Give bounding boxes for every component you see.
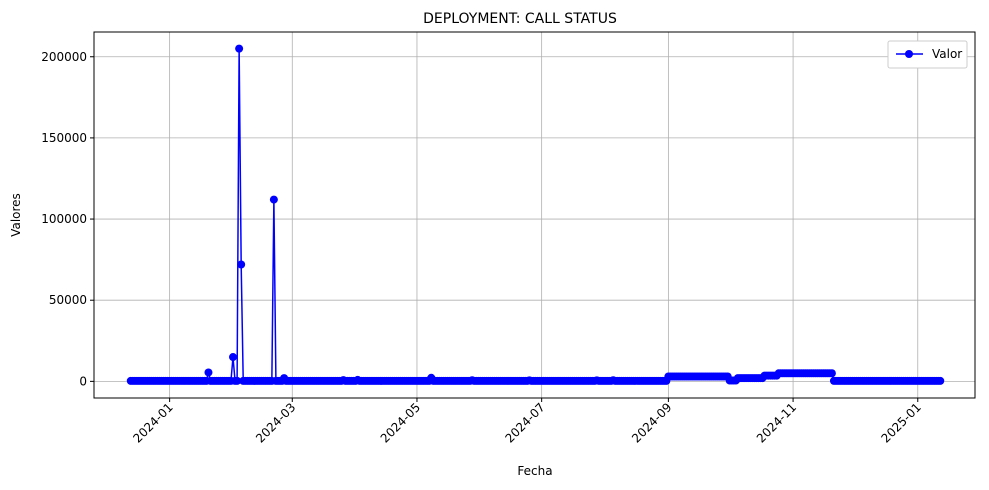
y-tick-label: 150000 (41, 131, 87, 145)
plot-frame (93, 31, 976, 399)
x-tick-label: 2024-09 (629, 400, 674, 445)
y-axis-title: Valores (9, 193, 23, 237)
legend: Valor (887, 40, 968, 69)
data-point (235, 44, 244, 53)
y-tick-label: 50000 (49, 293, 87, 307)
data-point (237, 260, 246, 269)
series-group (126, 44, 945, 385)
data-point (827, 369, 836, 378)
x-tick-label: 2024-11 (754, 400, 799, 445)
x-axis: 2024-01 2024-03 2024-05 2024-07 2024-09 2024-… (130, 398, 924, 446)
y-axis: 0 50000 100000 150000 200000 (41, 50, 94, 388)
x-tick-label: 2025-01 (879, 400, 924, 445)
series-line (130, 48, 941, 382)
y-tick-label: 100000 (41, 212, 87, 226)
chart-title: DEPLOYMENT: CALL STATUS (423, 11, 617, 27)
y-tick-label: 0 (79, 374, 87, 388)
legend-label: Valor (932, 47, 962, 61)
data-point (936, 376, 945, 385)
data-point (229, 353, 237, 362)
data-point (233, 376, 242, 385)
y-tick-label: 200000 (41, 50, 87, 64)
x-tick-label: 2024-07 (502, 400, 547, 445)
legend-box (887, 40, 968, 69)
x-tick-label: 2024-05 (378, 400, 423, 445)
grid (94, 32, 975, 398)
data-point (204, 368, 213, 377)
x-tick-label: 2024-01 (130, 400, 175, 445)
data-point (269, 195, 278, 204)
x-axis-title: Fecha (517, 464, 552, 478)
x-tick-label: 2024-03 (253, 400, 298, 445)
legend-marker (905, 50, 913, 58)
